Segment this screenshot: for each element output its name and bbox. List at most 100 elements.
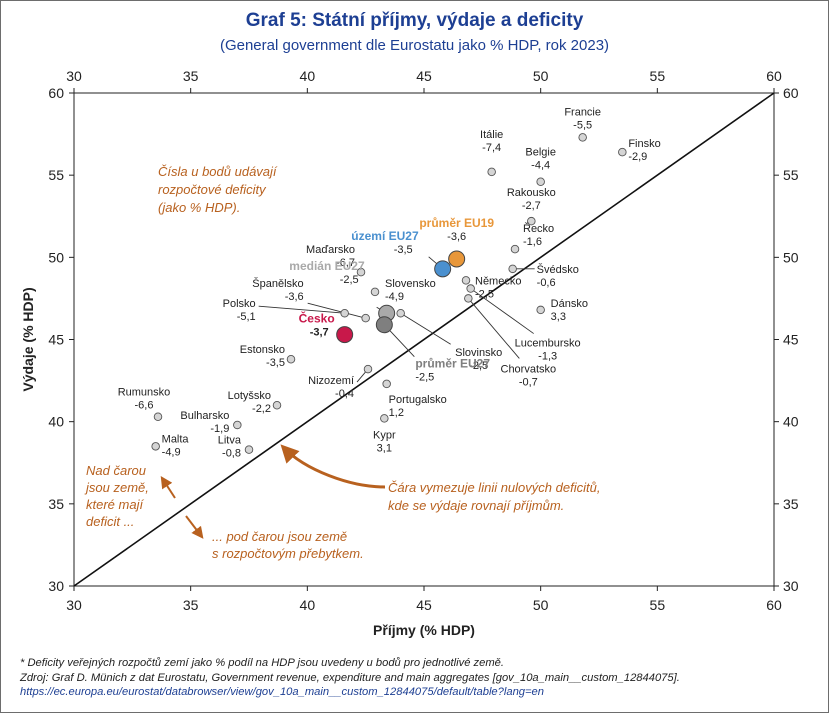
annotation-text: s rozpočtovým přebytkem. bbox=[212, 546, 364, 561]
point-Estonsko bbox=[286, 354, 296, 364]
highlight-deficit: -2,5 bbox=[340, 274, 359, 286]
leader-line bbox=[400, 312, 451, 345]
country-deficit: -0,7 bbox=[519, 376, 538, 388]
highlight-deficit: -2,5 bbox=[415, 372, 434, 384]
country-deficit: -2,5 bbox=[469, 360, 488, 372]
annotation-text: Čára vymezuje linii nulových deficitů, bbox=[388, 480, 600, 495]
y-tick-label-right: 45 bbox=[783, 332, 799, 348]
x-tick-label: 55 bbox=[650, 597, 666, 613]
country-name: Lucembursko bbox=[515, 338, 581, 350]
annotation-text: deficit ... bbox=[86, 514, 134, 529]
country-name: Dánsko bbox=[551, 298, 588, 310]
point-Francie bbox=[578, 133, 587, 142]
country-deficit: -1,9 bbox=[210, 423, 229, 435]
point-Rakousko bbox=[527, 216, 536, 226]
leader-line bbox=[258, 305, 345, 314]
highlight-point bbox=[434, 260, 452, 278]
country-deficit: -1,6 bbox=[523, 236, 542, 248]
y-tick-label-right: 40 bbox=[783, 414, 799, 430]
country-name: Litva bbox=[218, 435, 242, 447]
leader-line bbox=[467, 298, 520, 359]
highlight-name: medián EU27 bbox=[289, 259, 365, 273]
country-name: Finsko bbox=[628, 138, 660, 150]
arrow-up bbox=[160, 475, 176, 499]
point-Španělsko bbox=[361, 313, 370, 323]
country-deficit: -5,1 bbox=[237, 311, 256, 323]
footer-url[interactable]: https://ec.europa.eu/eurostat/databrowse… bbox=[20, 686, 545, 698]
footer: * Deficity veřejných rozpočtů zemí jako … bbox=[20, 656, 820, 700]
country-name: Maďarsko bbox=[306, 244, 355, 256]
data-points bbox=[151, 133, 627, 454]
country-deficit: -7,4 bbox=[482, 142, 501, 154]
annotation-text: Nad čarou bbox=[86, 463, 146, 478]
x-axis-label: Příjmy (% HDP) bbox=[373, 622, 475, 638]
x-tick-label: 45 bbox=[416, 597, 432, 613]
annotation-text: ... pod čarou jsou země bbox=[212, 529, 347, 544]
point-Lucembursko bbox=[466, 284, 475, 293]
annotations: Čísla u bodů udávají rozpočtové deficity (… bbox=[84, 164, 600, 561]
x-tick-label: 60 bbox=[766, 597, 782, 613]
leader-line bbox=[307, 302, 366, 319]
country-name: Itálie bbox=[480, 129, 503, 141]
x-tick-label: 30 bbox=[66, 597, 82, 613]
point-Rumunsko bbox=[153, 412, 163, 421]
point-Švédsko bbox=[508, 264, 517, 274]
point-Dánsko bbox=[536, 305, 545, 315]
y-tick-label-right: 50 bbox=[783, 249, 799, 265]
country-name: Portugalsko bbox=[389, 394, 447, 406]
point-Portugalsko bbox=[382, 379, 391, 389]
country-name: Švédsko bbox=[537, 263, 579, 276]
x-tick-label-top: 50 bbox=[533, 68, 549, 84]
chart-subtitle: (General government dle Eurostatu jako %… bbox=[219, 37, 610, 54]
point-Německo bbox=[461, 276, 471, 285]
highlight-point bbox=[336, 326, 354, 344]
point-Kypr bbox=[380, 414, 389, 423]
country-deficit: -6,6 bbox=[135, 400, 154, 412]
country-deficit: -0,4 bbox=[335, 388, 354, 400]
country-deficit: -3,5 bbox=[266, 357, 285, 369]
highlight-name: průměr EU27 bbox=[415, 357, 490, 371]
country-deficit: -2,9 bbox=[628, 151, 647, 163]
annotation-text: které mají bbox=[86, 497, 144, 512]
country-name: Malta bbox=[162, 433, 190, 445]
point-Lotyšsko bbox=[272, 400, 282, 410]
country-deficit: -3,6 bbox=[285, 291, 304, 303]
point-Nizozemí bbox=[363, 364, 373, 374]
point-Slovinsko bbox=[396, 308, 405, 318]
x-tick-label-top: 35 bbox=[183, 68, 199, 84]
point-Řecko bbox=[510, 244, 520, 254]
point-Chorvatsko bbox=[464, 294, 473, 303]
footer-note: * Deficity veřejných rozpočtů zemí jako … bbox=[20, 657, 505, 669]
country-deficit: -0,6 bbox=[537, 277, 556, 289]
highlight-deficit: -3,7 bbox=[310, 327, 329, 339]
country-name: Rakousko bbox=[507, 187, 556, 199]
y-tick-label: 55 bbox=[48, 167, 64, 183]
country-name: Španělsko bbox=[252, 277, 303, 290]
y-tick-label: 50 bbox=[48, 249, 64, 265]
x-tick-label-top: 40 bbox=[300, 68, 316, 84]
country-name: Estonsko bbox=[240, 344, 285, 356]
highlight-name: průměr EU19 bbox=[419, 216, 494, 230]
x-tick-label-top: 30 bbox=[66, 68, 82, 84]
annotation-text: kde se výdaje rovnají příjmům. bbox=[388, 498, 564, 513]
leader-line bbox=[470, 288, 534, 334]
point-Slovensko bbox=[370, 287, 380, 297]
zero-deficit-line bbox=[73, 92, 775, 587]
country-name: Lotyšsko bbox=[228, 390, 271, 402]
y-tick-label: 45 bbox=[48, 332, 64, 348]
highlight-point bbox=[375, 316, 393, 334]
country-name: Řecko bbox=[523, 222, 554, 235]
point-Malta bbox=[151, 442, 160, 451]
y-tick-label-right: 30 bbox=[783, 578, 799, 594]
highlight-deficit: -3,6 bbox=[447, 231, 466, 243]
x-tick-label-top: 60 bbox=[766, 68, 782, 84]
country-deficit: 1,2 bbox=[389, 407, 404, 419]
country-name: Německo bbox=[475, 275, 521, 287]
annotation-text: (jako % HDP). bbox=[158, 200, 240, 215]
country-deficit: -4,9 bbox=[385, 291, 404, 303]
y-tick-label: 40 bbox=[48, 414, 64, 430]
y-tick-label: 35 bbox=[48, 496, 64, 512]
y-tick-label: 30 bbox=[48, 578, 64, 594]
